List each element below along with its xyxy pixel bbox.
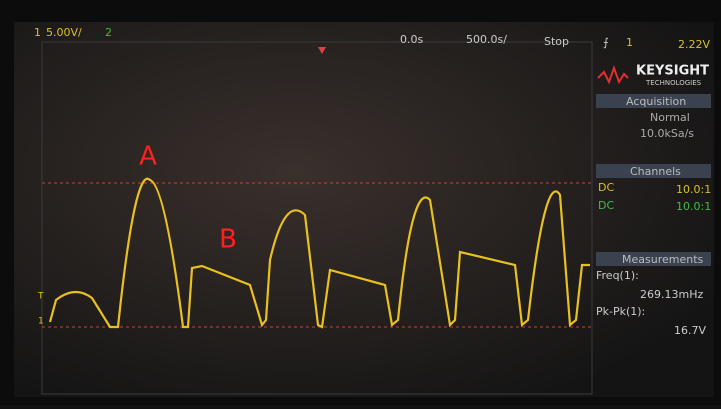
panel-title: Measurements xyxy=(622,253,704,266)
trigger-marker: T xyxy=(37,292,44,302)
sample-rate: 10.0kSa/s xyxy=(640,127,694,140)
coupling: DC xyxy=(598,181,614,194)
channel-label: 1 xyxy=(34,26,41,39)
panel-title: Channels xyxy=(630,165,681,178)
measurement-label: Pk-Pk(1): xyxy=(596,305,645,318)
probe-ratio: 10.0:1 xyxy=(676,183,711,196)
coupling: DC xyxy=(598,199,614,212)
annotation: A xyxy=(139,142,157,172)
annotation: B xyxy=(219,225,237,255)
oscilloscope-screen: 1 5.00V/ 2 0.0s 500.0s/ Stop ⨍ 1 2.22V K… xyxy=(0,0,721,405)
measurement-value: 269.13mHz xyxy=(640,288,703,301)
trigger-level: 2.22V xyxy=(678,38,710,51)
channel-label: 2 xyxy=(105,26,112,39)
measurement-value: 16.7V xyxy=(674,324,706,337)
brand-subtitle: TECHNOLOGIES xyxy=(645,79,702,87)
measurement-label: Freq(1): xyxy=(596,269,639,282)
ground-marker: 1 xyxy=(38,317,44,327)
timebase: 500.0s/ xyxy=(466,33,507,46)
trigger-channel: 1 xyxy=(626,36,633,49)
delay: 0.0s xyxy=(400,33,423,46)
probe-ratio: 10.0:1 xyxy=(676,200,711,213)
run-state: Stop xyxy=(544,35,569,48)
page: 1 5.00V/ 2 0.0s 500.0s/ Stop ⨍ 1 2.22V K… xyxy=(0,0,721,405)
volts-per-div: 5.00V/ xyxy=(46,26,82,39)
panel-title: Acquisition xyxy=(626,95,686,108)
trigger-icon: ⨍ xyxy=(603,36,609,49)
acq-mode: Normal xyxy=(650,111,690,124)
brand-name: KEYSIGHT xyxy=(636,64,709,79)
